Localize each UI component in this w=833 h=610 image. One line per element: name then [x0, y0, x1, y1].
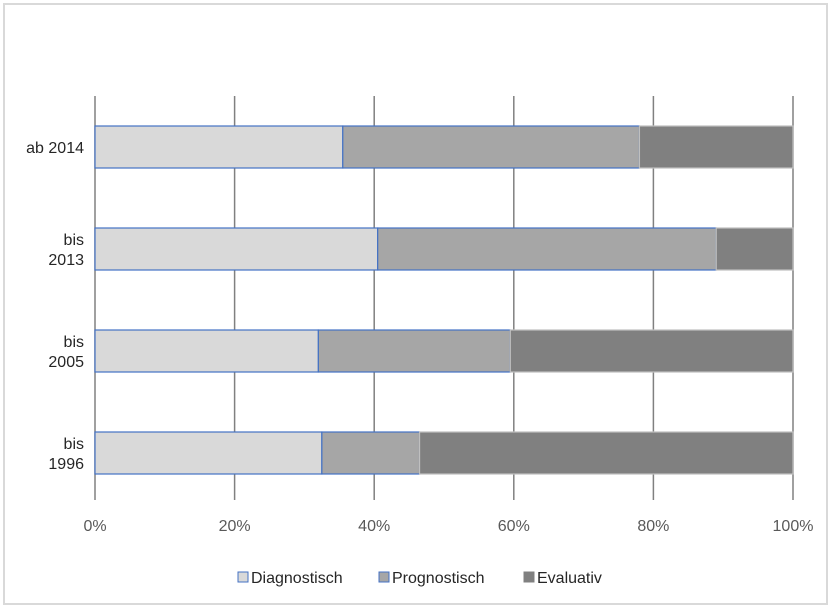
- bar-diagnostisch-0: [94, 125, 344, 169]
- x-tick-label: 40%: [358, 518, 390, 535]
- category-label: 2013: [48, 252, 84, 269]
- bar-prognostisch-1: [377, 227, 717, 271]
- legend-swatch-evaluativ: [523, 571, 535, 583]
- legend-swatch-prognostisch: [378, 571, 390, 583]
- chart-frame: [3, 3, 828, 605]
- x-tick-label: 100%: [773, 518, 814, 535]
- category-label: 2005: [48, 354, 84, 371]
- bar-prognostisch-0: [342, 125, 641, 169]
- category-label: bis: [64, 334, 84, 351]
- bar-evaluativ-3: [418, 431, 794, 475]
- x-tick-label: 60%: [498, 518, 530, 535]
- x-tick-label: 20%: [219, 518, 251, 535]
- bar-diagnostisch-2: [94, 329, 319, 373]
- bar-diagnostisch-1: [94, 227, 379, 271]
- x-tick-label: 80%: [637, 518, 669, 535]
- category-label: bis: [64, 436, 84, 453]
- legend-label-diagnostisch: Diagnostisch: [251, 570, 343, 587]
- legend-label-prognostisch: Prognostisch: [392, 570, 485, 587]
- bar-prognostisch-3: [321, 431, 421, 475]
- bar-evaluativ-1: [715, 227, 794, 271]
- category-labels: ab 2014 bis 2013 bis 2005 bis 1996: [26, 140, 84, 473]
- bar-evaluativ-0: [638, 125, 794, 169]
- bar-prognostisch-2: [317, 329, 511, 373]
- category-label: bis: [64, 232, 84, 249]
- bar-diagnostisch-3: [94, 431, 323, 475]
- category-label: 1996: [48, 456, 84, 473]
- x-tick-label: 0%: [83, 518, 106, 535]
- x-tick-labels: 0% 20% 40% 60% 80% 100%: [83, 518, 813, 535]
- bars: [94, 125, 794, 475]
- legend-swatch-diagnostisch: [237, 571, 249, 583]
- category-label: ab 2014: [26, 140, 84, 157]
- bar-evaluativ-2: [509, 329, 794, 373]
- legend-label-evaluativ: Evaluativ: [537, 570, 602, 587]
- legend: Diagnostisch Prognostisch Evaluativ: [237, 570, 602, 587]
